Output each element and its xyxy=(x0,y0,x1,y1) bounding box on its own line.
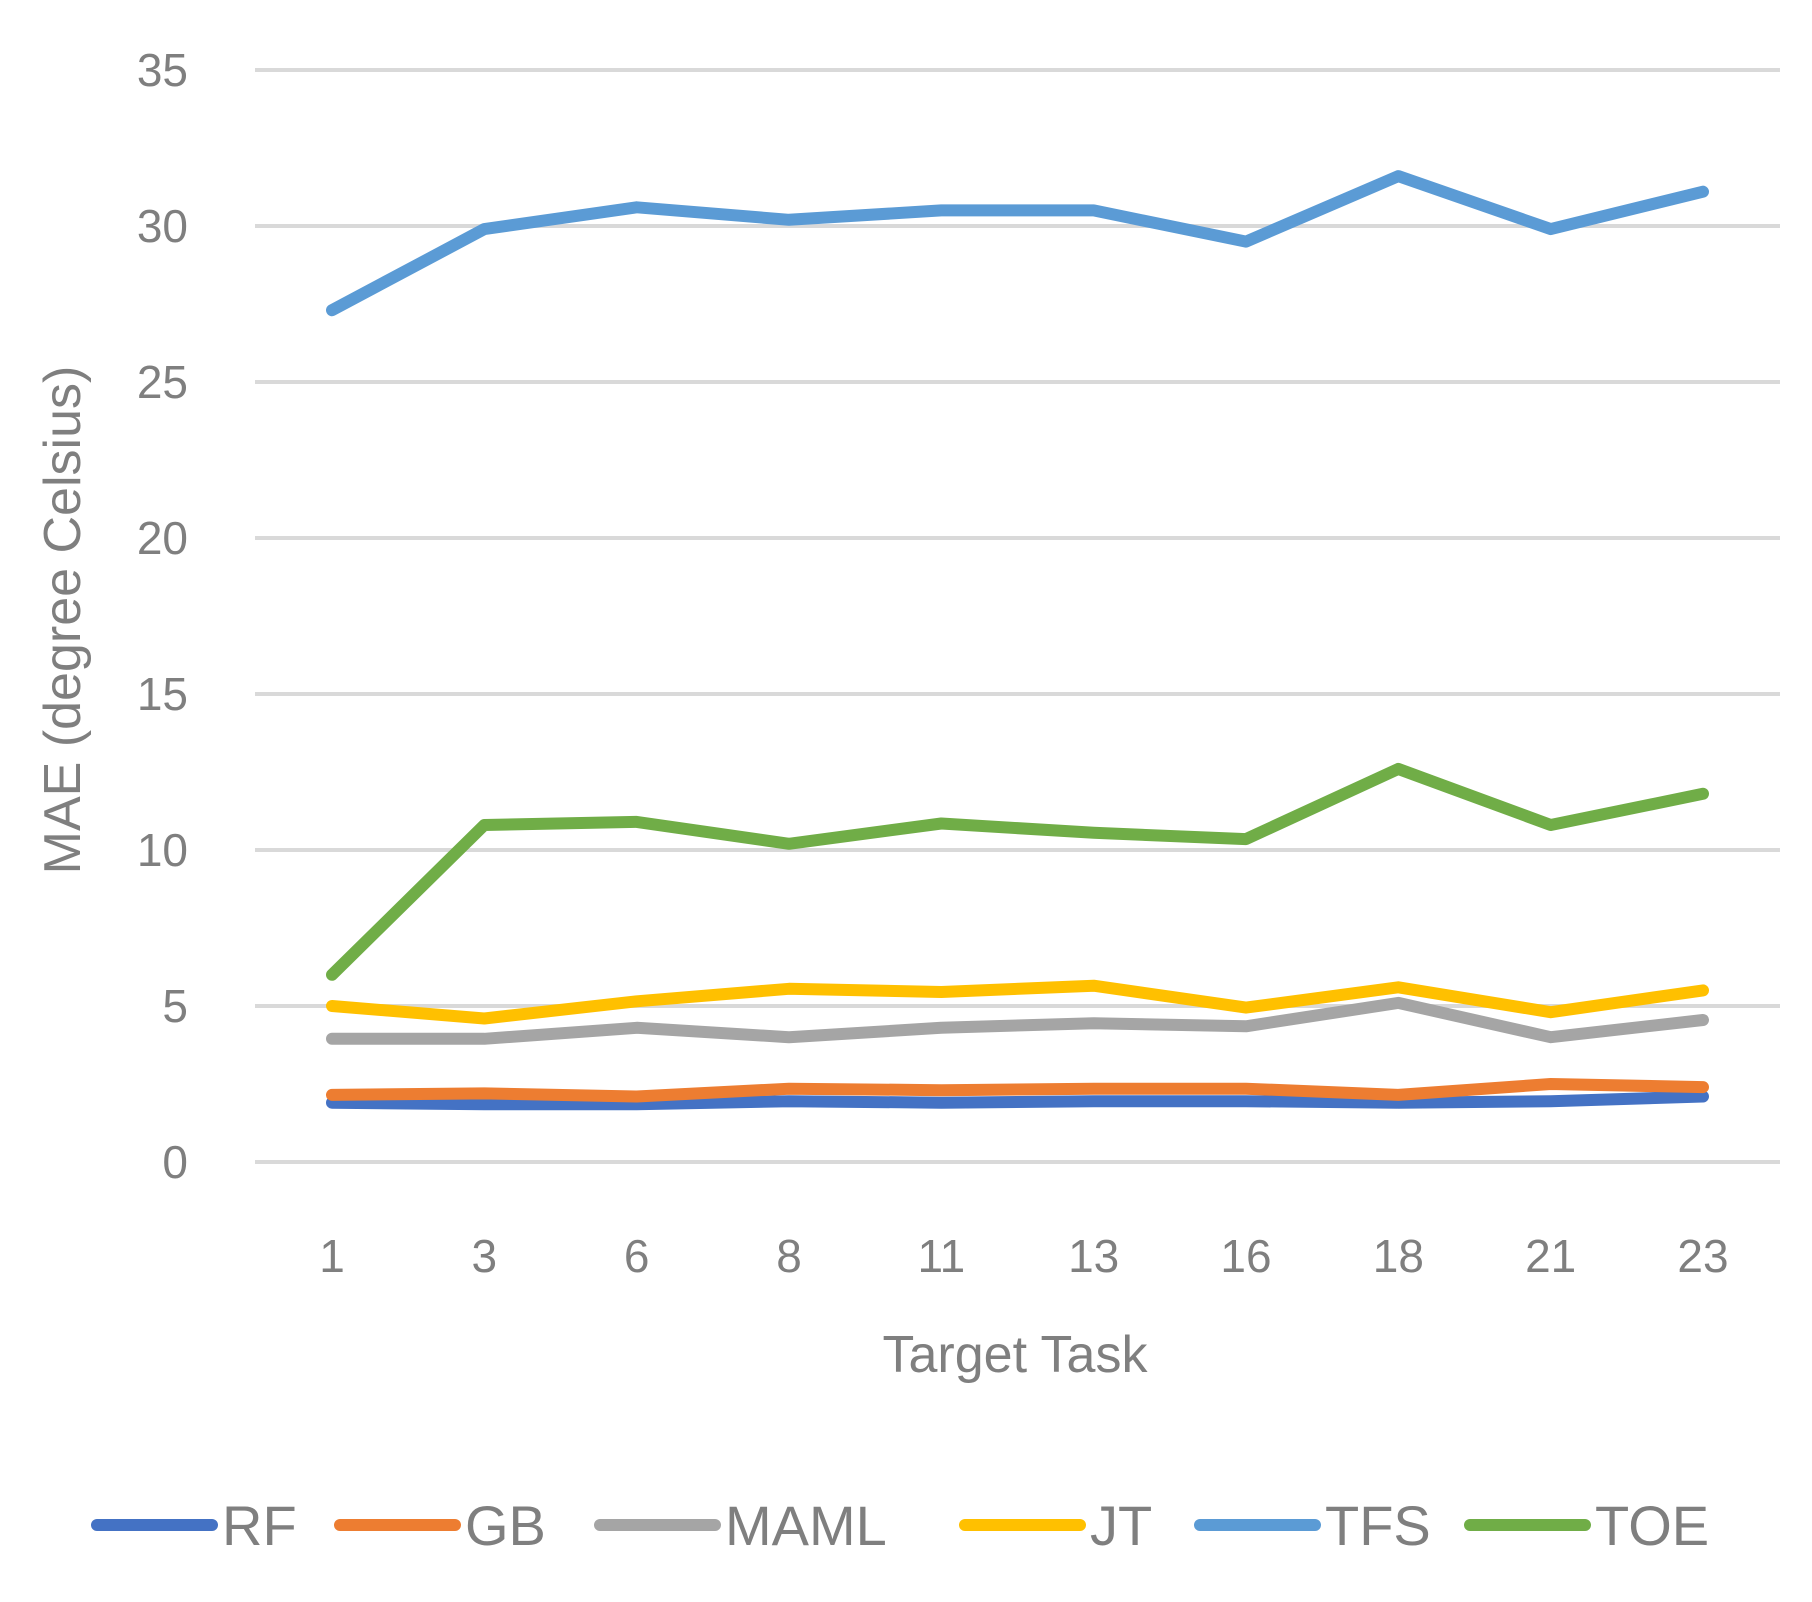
y-tick-label: 25 xyxy=(137,356,188,408)
y-tick-label: 10 xyxy=(137,824,188,876)
x-tick-label: 18 xyxy=(1373,1230,1424,1282)
series-line-maml xyxy=(326,996,1709,1045)
legend: RF GB MAML JT TFS TOE xyxy=(91,1494,1709,1557)
series-line-gb xyxy=(326,1078,1709,1103)
series-line-rf xyxy=(326,1090,1709,1111)
y-axis-ticks: 0 5 10 15 20 25 30 35 xyxy=(137,44,188,1188)
x-axis-ticks: 1 3 6 8 11 13 16 18 21 23 xyxy=(319,1230,1728,1282)
x-tick-label: 16 xyxy=(1220,1230,1271,1282)
y-tick-label: 15 xyxy=(137,668,188,720)
legend-label-gb: GB xyxy=(465,1494,546,1557)
legend-label-maml: MAML xyxy=(725,1494,887,1557)
legend-label-toe: TOE xyxy=(1595,1494,1709,1557)
legend-label-jt: JT xyxy=(1090,1494,1152,1557)
x-axis-title: Target Task xyxy=(883,1326,1149,1384)
series-lines xyxy=(326,170,1709,1111)
series-line-jt xyxy=(326,979,1709,1025)
series-line-tfs xyxy=(326,170,1709,317)
y-tick-label: 35 xyxy=(137,44,188,96)
y-tick-label: 30 xyxy=(137,200,188,252)
y-axis-title: MAE (degree Celsius) xyxy=(34,366,92,875)
y-tick-label: 20 xyxy=(137,512,188,564)
x-tick-label: 8 xyxy=(776,1230,802,1282)
series-line-toe xyxy=(326,762,1709,981)
x-tick-label: 11 xyxy=(917,1230,965,1282)
x-tick-label: 6 xyxy=(624,1230,650,1282)
legend-label-rf: RF xyxy=(222,1494,297,1557)
x-tick-label: 3 xyxy=(472,1230,498,1282)
x-tick-label: 1 xyxy=(319,1230,345,1282)
x-tick-label: 21 xyxy=(1525,1230,1576,1282)
legend-label-tfs: TFS xyxy=(1325,1494,1431,1557)
y-tick-label: 0 xyxy=(162,1136,188,1188)
x-tick-label: 13 xyxy=(1068,1230,1119,1282)
y-tick-label: 5 xyxy=(162,980,188,1032)
x-tick-label: 23 xyxy=(1677,1230,1728,1282)
